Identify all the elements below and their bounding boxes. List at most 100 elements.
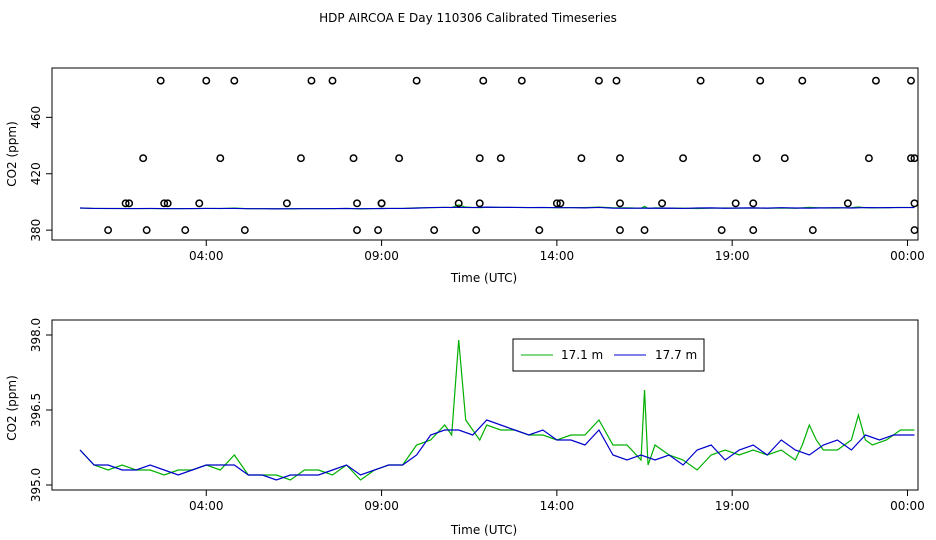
- calibration-point: [472, 226, 481, 235]
- top-y-axis: 380 420 460: [29, 106, 52, 242]
- top-series-group: [80, 204, 915, 210]
- calibration-point: [216, 154, 225, 163]
- top-x-tick-label: 00:00: [890, 249, 925, 263]
- top-plot-frame: [51, 67, 919, 241]
- bottom-x-tick-label: 19:00: [715, 499, 750, 513]
- bottom-series-line-17-7: [79, 419, 915, 481]
- calibration-point: [910, 199, 919, 208]
- calibration-point: [160, 199, 169, 208]
- calibration-point: [910, 154, 919, 163]
- calibration-point: [864, 154, 873, 163]
- calibration-point: [307, 76, 316, 85]
- top-x-tick-label: 04:00: [189, 249, 224, 263]
- calibration-point: [353, 199, 361, 208]
- calibration-point: [349, 154, 358, 163]
- calibration-point: [679, 154, 688, 163]
- legend-label-17-7: 17.7 m: [655, 348, 697, 362]
- calibration-point: [240, 226, 249, 235]
- calibration-point: [658, 199, 667, 208]
- calibration-point: [479, 76, 488, 85]
- calibration-point: [577, 154, 586, 163]
- calibration-point: [475, 154, 484, 163]
- calibration-point: [412, 76, 421, 85]
- bottom-y-axis: 395.0 396.5 398.0: [29, 318, 52, 502]
- calibration-point: [163, 199, 172, 208]
- top-y-tick-label: 420: [29, 162, 43, 185]
- bottom-x-axis-title: Time (UTC): [450, 523, 517, 537]
- top-x-tick-label: 14:00: [540, 249, 575, 263]
- calibration-point: [612, 76, 621, 85]
- calibration-point: [616, 154, 624, 163]
- calibration-point: [475, 199, 484, 208]
- calibration-point: [156, 76, 165, 85]
- calibration-point: [616, 226, 624, 235]
- legend-label-17-1: 17.1 m: [561, 348, 603, 362]
- calibration-point: [374, 226, 383, 235]
- calibration-point: [731, 199, 740, 208]
- chart-title: HDP AIRCOA E Day 110306 Calibrated Times…: [319, 11, 617, 25]
- bottom-y-tick-label: 395.0: [29, 468, 43, 502]
- calibration-point: [517, 76, 526, 85]
- calibration-point: [125, 199, 134, 208]
- bottom-x-tick-label: 14:00: [540, 499, 575, 513]
- calibration-point: [552, 199, 561, 208]
- top-x-axis-title: Time (UTC): [450, 271, 517, 285]
- calibration-point: [202, 76, 211, 85]
- calibration-point: [535, 226, 544, 235]
- calibration-point: [640, 226, 649, 235]
- bottom-y-axis-title: CO2 (ppm): [5, 375, 19, 441]
- calibration-point: [377, 199, 386, 208]
- calibration-point: [556, 199, 565, 208]
- top-y-axis-title: CO2 (ppm): [5, 121, 19, 187]
- calibration-point: [142, 226, 151, 235]
- calibration-point: [907, 76, 915, 85]
- calibration-point: [282, 199, 291, 208]
- calibration-point: [910, 226, 919, 235]
- calibration-point: [696, 76, 705, 85]
- calibration-point: [121, 199, 130, 208]
- top-x-tick-label: 09:00: [364, 249, 399, 263]
- calibration-point: [181, 226, 190, 235]
- calibration-point: [798, 76, 807, 85]
- calibration-point: [104, 226, 113, 235]
- bottom-x-tick-label: 04:00: [189, 499, 224, 513]
- calibration-point: [843, 199, 852, 208]
- legend: 17.1 m 17.7 m: [512, 338, 705, 372]
- calibration-point: [749, 199, 758, 208]
- calibration-point: [353, 226, 361, 235]
- calibration-point: [780, 154, 789, 163]
- calibration-point: [749, 226, 758, 235]
- calibration-point: [430, 226, 439, 235]
- bottom-y-tick-label: 398.0: [29, 318, 43, 352]
- top-y-tick-label: 460: [29, 106, 43, 129]
- calibration-point: [616, 199, 624, 208]
- calibration-point: [907, 154, 915, 163]
- calibration-point: [296, 154, 305, 163]
- calibration-point: [808, 226, 817, 235]
- calibration-point: [195, 199, 204, 208]
- calibration-point: [454, 199, 463, 208]
- bottom-series-group: [79, 339, 915, 481]
- calibration-point: [717, 226, 726, 235]
- bottom-y-tick-label: 396.5: [29, 393, 43, 427]
- bottom-plot-frame: [51, 319, 919, 491]
- calibration-point: [328, 76, 337, 85]
- bottom-x-tick-label: 00:00: [890, 499, 925, 513]
- bottom-x-axis: 04:00 09:00 14:00 19:00 00:00: [189, 490, 925, 513]
- top-x-tick-label: 19:00: [715, 249, 750, 263]
- bottom-panel: 04:00 09:00 14:00 19:00 00:00 395.0 396.5 398.…: [5, 318, 925, 537]
- calibration-point: [756, 76, 765, 85]
- top-panel: 04:00 09:00 14:00 19:00 00:00 380 420 460 Time…: [5, 67, 925, 285]
- calibration-point: [139, 154, 148, 163]
- calibration-point: [871, 76, 880, 85]
- calibration-point: [230, 76, 239, 85]
- calibration-point: [595, 76, 603, 85]
- calibration-point: [752, 154, 761, 163]
- top-calibration-points: [104, 76, 919, 235]
- top-y-tick-label: 380: [29, 219, 43, 242]
- top-x-axis: 04:00 09:00 14:00 19:00 00:00: [189, 240, 925, 263]
- bottom-x-tick-label: 09:00: [364, 499, 399, 513]
- calibration-point: [395, 154, 404, 163]
- calibration-point: [496, 154, 505, 163]
